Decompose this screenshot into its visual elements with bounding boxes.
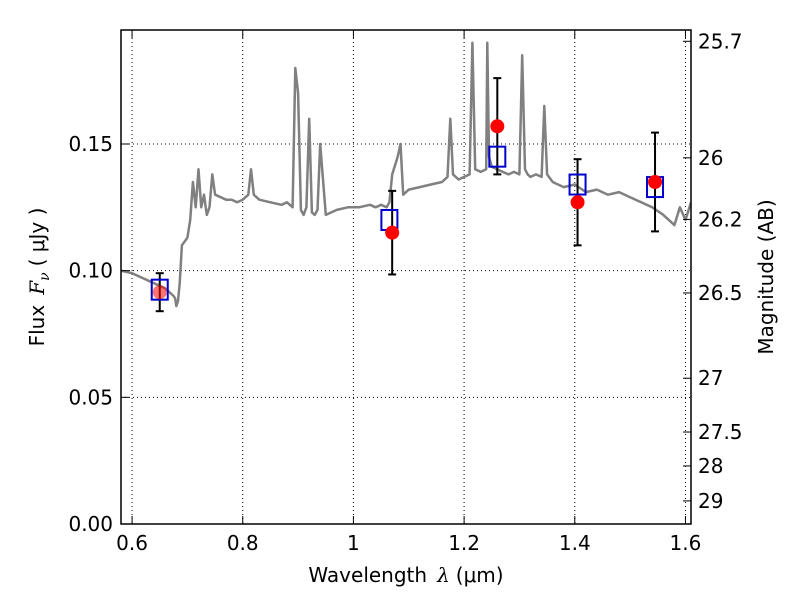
y-axis-subscript: ν bbox=[37, 272, 53, 281]
observed-point-marker bbox=[385, 225, 400, 240]
plot-area bbox=[121, 41, 691, 313]
y-axis-prefix: Flux bbox=[25, 305, 49, 347]
y2-tick-label: 25.7 bbox=[698, 29, 743, 53]
x-axis-prefix: Wavelength bbox=[308, 563, 427, 587]
observed-point-marker bbox=[570, 195, 585, 210]
y2-tick-label: 26.5 bbox=[698, 281, 743, 305]
model-square-marker bbox=[150, 278, 169, 301]
y-axis-unit: ( μJy ) bbox=[25, 208, 49, 267]
y2-axis-title: Magnitude (AB) bbox=[754, 199, 778, 354]
observed-point-marker bbox=[152, 285, 167, 300]
grid bbox=[121, 30, 691, 525]
tick-labels: 0.6 0.8 1 1.2 1.4 1.6 0.00 0.05 0.10 0.15 25.7 26 26… bbox=[68, 29, 742, 555]
y2-tick-label: 29 bbox=[698, 489, 723, 513]
y2-tick-label: 27 bbox=[698, 366, 723, 390]
y-axis-title: Flux Fν ( μJy ) bbox=[25, 208, 53, 347]
x-tick-label: 1.4 bbox=[559, 531, 591, 555]
observed-point-marker bbox=[490, 119, 505, 134]
y-tick-label: 0.10 bbox=[68, 259, 113, 283]
x-tick-label: 0.8 bbox=[227, 531, 259, 555]
y-tick-label: 0.05 bbox=[68, 385, 113, 409]
y2-tick-label: 26 bbox=[698, 146, 723, 170]
y2-tick-label: 26.2 bbox=[698, 207, 743, 231]
x-axis-title: Wavelength λ (μm) bbox=[308, 563, 503, 587]
model-square-marker bbox=[568, 173, 587, 196]
x-axis-unit: (μm) bbox=[456, 563, 504, 587]
y-axis-symbol: F bbox=[25, 280, 49, 296]
x-tick-label: 1 bbox=[347, 531, 360, 555]
y-tick-label: 0.00 bbox=[68, 512, 113, 536]
x-tick-label: 1.6 bbox=[670, 531, 702, 555]
plot-frame bbox=[120, 29, 692, 525]
observed-point-marker bbox=[648, 175, 663, 189]
x-axis-symbol: λ bbox=[436, 563, 450, 587]
y-tick-label: 0.15 bbox=[68, 132, 113, 156]
x-tick-label: 0.6 bbox=[116, 531, 148, 555]
y2-tick-label: 28 bbox=[698, 454, 723, 478]
spectrum-line bbox=[121, 41, 691, 308]
ticks bbox=[121, 30, 691, 525]
model-square-marker bbox=[488, 145, 507, 168]
y2-tick-label: 27.5 bbox=[698, 420, 743, 444]
x-tick-label: 1.2 bbox=[448, 531, 480, 555]
